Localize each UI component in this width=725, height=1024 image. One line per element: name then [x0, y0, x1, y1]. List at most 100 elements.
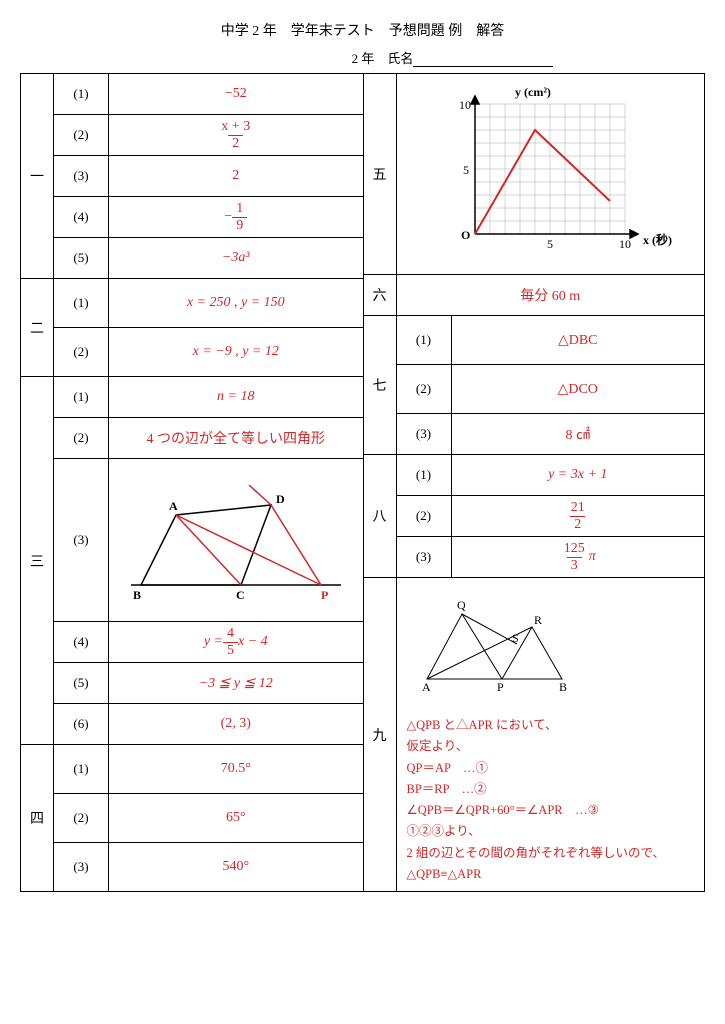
answer-grid: 一 (1)−52 (2) x + 32 (3)2 (4) −19 (5)−3a: [20, 73, 705, 892]
right-column: 五 y (cm²) x (秒): [363, 74, 705, 891]
svg-text:y (cm²): y (cm²): [515, 85, 551, 99]
name-blank: [413, 66, 553, 67]
answer: n = 18: [109, 377, 363, 417]
answer: −3a³: [109, 238, 363, 278]
proof-line: QP＝AP …①: [407, 758, 715, 779]
proof-line: ①②③より、: [407, 821, 715, 842]
qnum: (5): [54, 238, 109, 278]
section-label-3: 三: [21, 376, 54, 744]
frac-num: 4: [223, 626, 238, 641]
section-4: 四 (1)70.5° (2)65° (3)540°: [21, 744, 363, 891]
frac-den: 3: [567, 557, 582, 573]
answer: 8 ㎠: [452, 414, 705, 454]
section-5: 五 y (cm²) x (秒): [363, 74, 705, 274]
answer: 65°: [109, 794, 363, 842]
svg-text:5: 5: [547, 237, 553, 251]
qnum: (1): [54, 745, 109, 793]
page-title: 中学 2 年 学年末テスト 予想問題 例 解答: [20, 20, 705, 40]
answer: 2: [109, 156, 363, 196]
answer: 4 つの辺が全て等しい四角形: [109, 418, 363, 458]
answer: 212: [452, 496, 705, 536]
answer: x = 250 , y = 150: [109, 279, 363, 327]
section-label-6: 六: [363, 274, 397, 315]
qnum: (3): [54, 156, 109, 196]
proof-line: BP＝RP …②: [407, 779, 715, 800]
answer: −52: [109, 74, 363, 114]
section-8: 八 (1)y = 3x + 1 (2) 212 (3) 1253π: [363, 454, 705, 577]
answer: △DCO: [452, 365, 705, 413]
subtitle-prefix: 2 年 氏名: [352, 51, 414, 66]
proof-line: 2 組の辺とその間の角がそれぞれ等しいので、: [407, 843, 715, 864]
section-9: 九 A P B: [363, 577, 705, 891]
qnum: (1): [54, 279, 109, 327]
section-label-4: 四: [21, 744, 54, 891]
svg-text:C: C: [236, 588, 245, 602]
proof-line: △QPB≡△APR: [407, 864, 715, 885]
answer: △DBC: [452, 316, 705, 364]
svg-text:10: 10: [459, 98, 471, 112]
answer: −3 ≦ y ≦ 12: [109, 663, 363, 703]
qnum: (3): [397, 414, 452, 454]
frac-num: 21: [567, 500, 589, 515]
svg-text:x (秒): x (秒): [643, 232, 672, 247]
frac-den: 2: [228, 135, 243, 151]
svg-text:Q: Q: [457, 598, 466, 612]
section-2: 二 (1)x = 250 , y = 150 (2)x = −9 , y = 1…: [21, 278, 363, 376]
qnum: (2): [397, 496, 452, 536]
frac-num: 1: [232, 201, 247, 216]
qnum: (1): [54, 74, 109, 114]
chart-graph: y (cm²) x (秒): [397, 74, 705, 274]
qnum: (5): [54, 663, 109, 703]
svg-text:D: D: [276, 492, 285, 506]
section-1: 一 (1)−52 (2) x + 32 (3)2 (4) −19 (5)−3a: [21, 74, 363, 278]
section-6: 六 毎分 60 m: [363, 274, 705, 315]
proof-line: △QPB と△APR において、: [407, 715, 715, 736]
qnum: (6): [54, 704, 109, 744]
left-column: 一 (1)−52 (2) x + 32 (3)2 (4) −19 (5)−3a: [21, 74, 363, 891]
answer: y = 45 x − 4: [109, 622, 363, 662]
qnum: (3): [397, 537, 452, 577]
qnum: (1): [397, 316, 452, 364]
section-label-7: 七: [363, 315, 397, 454]
section-label-5: 五: [363, 74, 397, 274]
qnum: (1): [397, 455, 452, 495]
frac-den: 9: [232, 217, 247, 233]
svg-text:10: 10: [619, 237, 631, 251]
answer: 70.5°: [109, 745, 363, 793]
qnum: (2): [54, 794, 109, 842]
answer: x + 32: [109, 115, 363, 155]
proof-diagram: A P B Q R S: [397, 578, 603, 709]
svg-text:B: B: [133, 588, 141, 602]
svg-text:P: P: [321, 588, 328, 602]
frac-den: 5: [223, 642, 238, 658]
answer: 毎分 60 m: [397, 275, 705, 315]
section-label-1: 一: [21, 74, 54, 278]
page-subtitle: 2 年 氏名: [20, 48, 705, 67]
section-7: 七 (1)△DBC (2)△DCO (3)8 ㎠: [363, 315, 705, 454]
qnum: (4): [54, 622, 109, 662]
svg-text:S: S: [512, 631, 519, 645]
section-3: 三 (1)n = 18 (2)4 つの辺が全て等しい四角形 (3): [21, 376, 363, 744]
section-label-8: 八: [363, 454, 397, 577]
proof-line: ∠QPB＝∠QPR+60°＝∠APR …③: [407, 800, 715, 821]
answer: −19: [109, 197, 363, 237]
qnum: (2): [54, 418, 109, 458]
frac-num: x + 3: [217, 119, 254, 134]
svg-text:R: R: [534, 613, 542, 627]
svg-text:B: B: [559, 680, 567, 694]
proof-text: △QPB と△APR において、 仮定より、 QP＝AP …① BP＝RP …②…: [397, 709, 725, 891]
answer: (2, 3): [109, 704, 363, 744]
proof-line: 仮定より、: [407, 736, 715, 757]
qnum: (4): [54, 197, 109, 237]
answer: 540°: [109, 843, 363, 891]
answer: y = 3x + 1: [452, 455, 705, 495]
answer: 1253π: [452, 537, 705, 577]
section-label-2: 二: [21, 278, 54, 376]
diagram-triangle: A B C D P: [109, 459, 363, 621]
qnum: (2): [397, 365, 452, 413]
qnum: (2): [54, 328, 109, 376]
svg-text:5: 5: [463, 163, 469, 177]
qnum: (2): [54, 115, 109, 155]
svg-text:A: A: [169, 499, 178, 513]
qnum: (3): [54, 459, 109, 621]
